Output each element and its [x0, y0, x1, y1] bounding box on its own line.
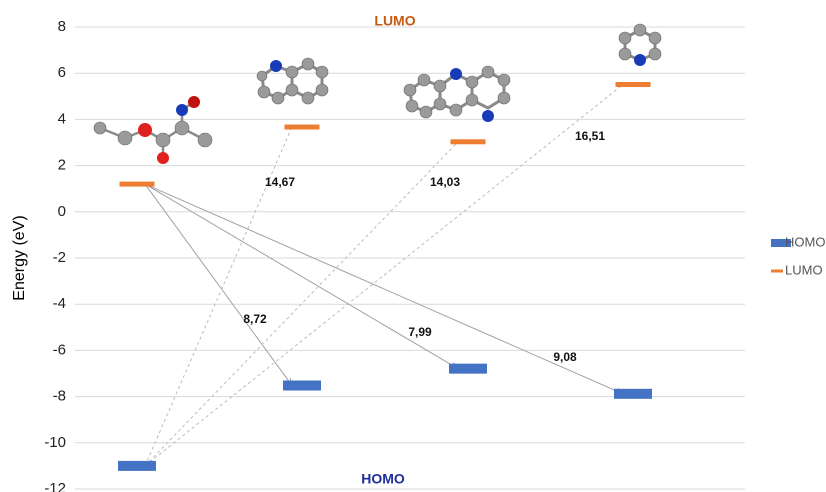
transitions [145, 85, 623, 466]
homo-level [118, 461, 156, 471]
lumo-level [616, 82, 651, 87]
gap-label: 9,08 [553, 350, 577, 364]
molecule-2 [257, 58, 328, 104]
y-tick-label: -8 [53, 388, 66, 405]
lumo-level [451, 139, 486, 144]
molecule-4 [619, 24, 661, 66]
homo-level [283, 381, 321, 391]
y-tick-label: 2 [58, 157, 66, 174]
y-tick-label: -4 [53, 295, 66, 312]
y-tick-label: -6 [53, 341, 66, 358]
y-tick-label: 8 [58, 18, 66, 35]
y-axis-title: Energy (eV) [11, 215, 28, 300]
transition-arrow [145, 184, 623, 394]
legend-swatch [771, 270, 783, 273]
molecule-3 [404, 66, 510, 122]
homo-label: HOMO [361, 471, 405, 487]
y-tick-label: 0 [58, 203, 66, 220]
y-tick-label: -2 [53, 249, 66, 266]
transition-arrow [145, 85, 623, 466]
molecule-1 [94, 96, 212, 164]
lumo-level [120, 182, 155, 187]
lumo-label: LUMO [374, 13, 415, 29]
gap-label: 7,99 [408, 325, 432, 339]
y-tick-label: -10 [44, 434, 66, 451]
gap-label: 16,51 [575, 129, 605, 143]
legend-label: LUMO [785, 262, 823, 277]
transition-arrow [145, 184, 292, 385]
homo-level [449, 364, 487, 374]
y-tick-label: 6 [58, 64, 66, 81]
gap-label: 8,72 [243, 312, 267, 326]
lumo-level [285, 125, 320, 130]
y-tick-label: 4 [58, 110, 66, 127]
gap-label: 14,67 [265, 175, 295, 189]
chart: Energy (eV) LUMO HOMO [0, 0, 826, 492]
homo-level [614, 389, 652, 399]
y-tick-label: -12 [44, 480, 66, 492]
legend-label: HOMO [785, 234, 825, 249]
gap-label: 14,03 [430, 175, 460, 189]
